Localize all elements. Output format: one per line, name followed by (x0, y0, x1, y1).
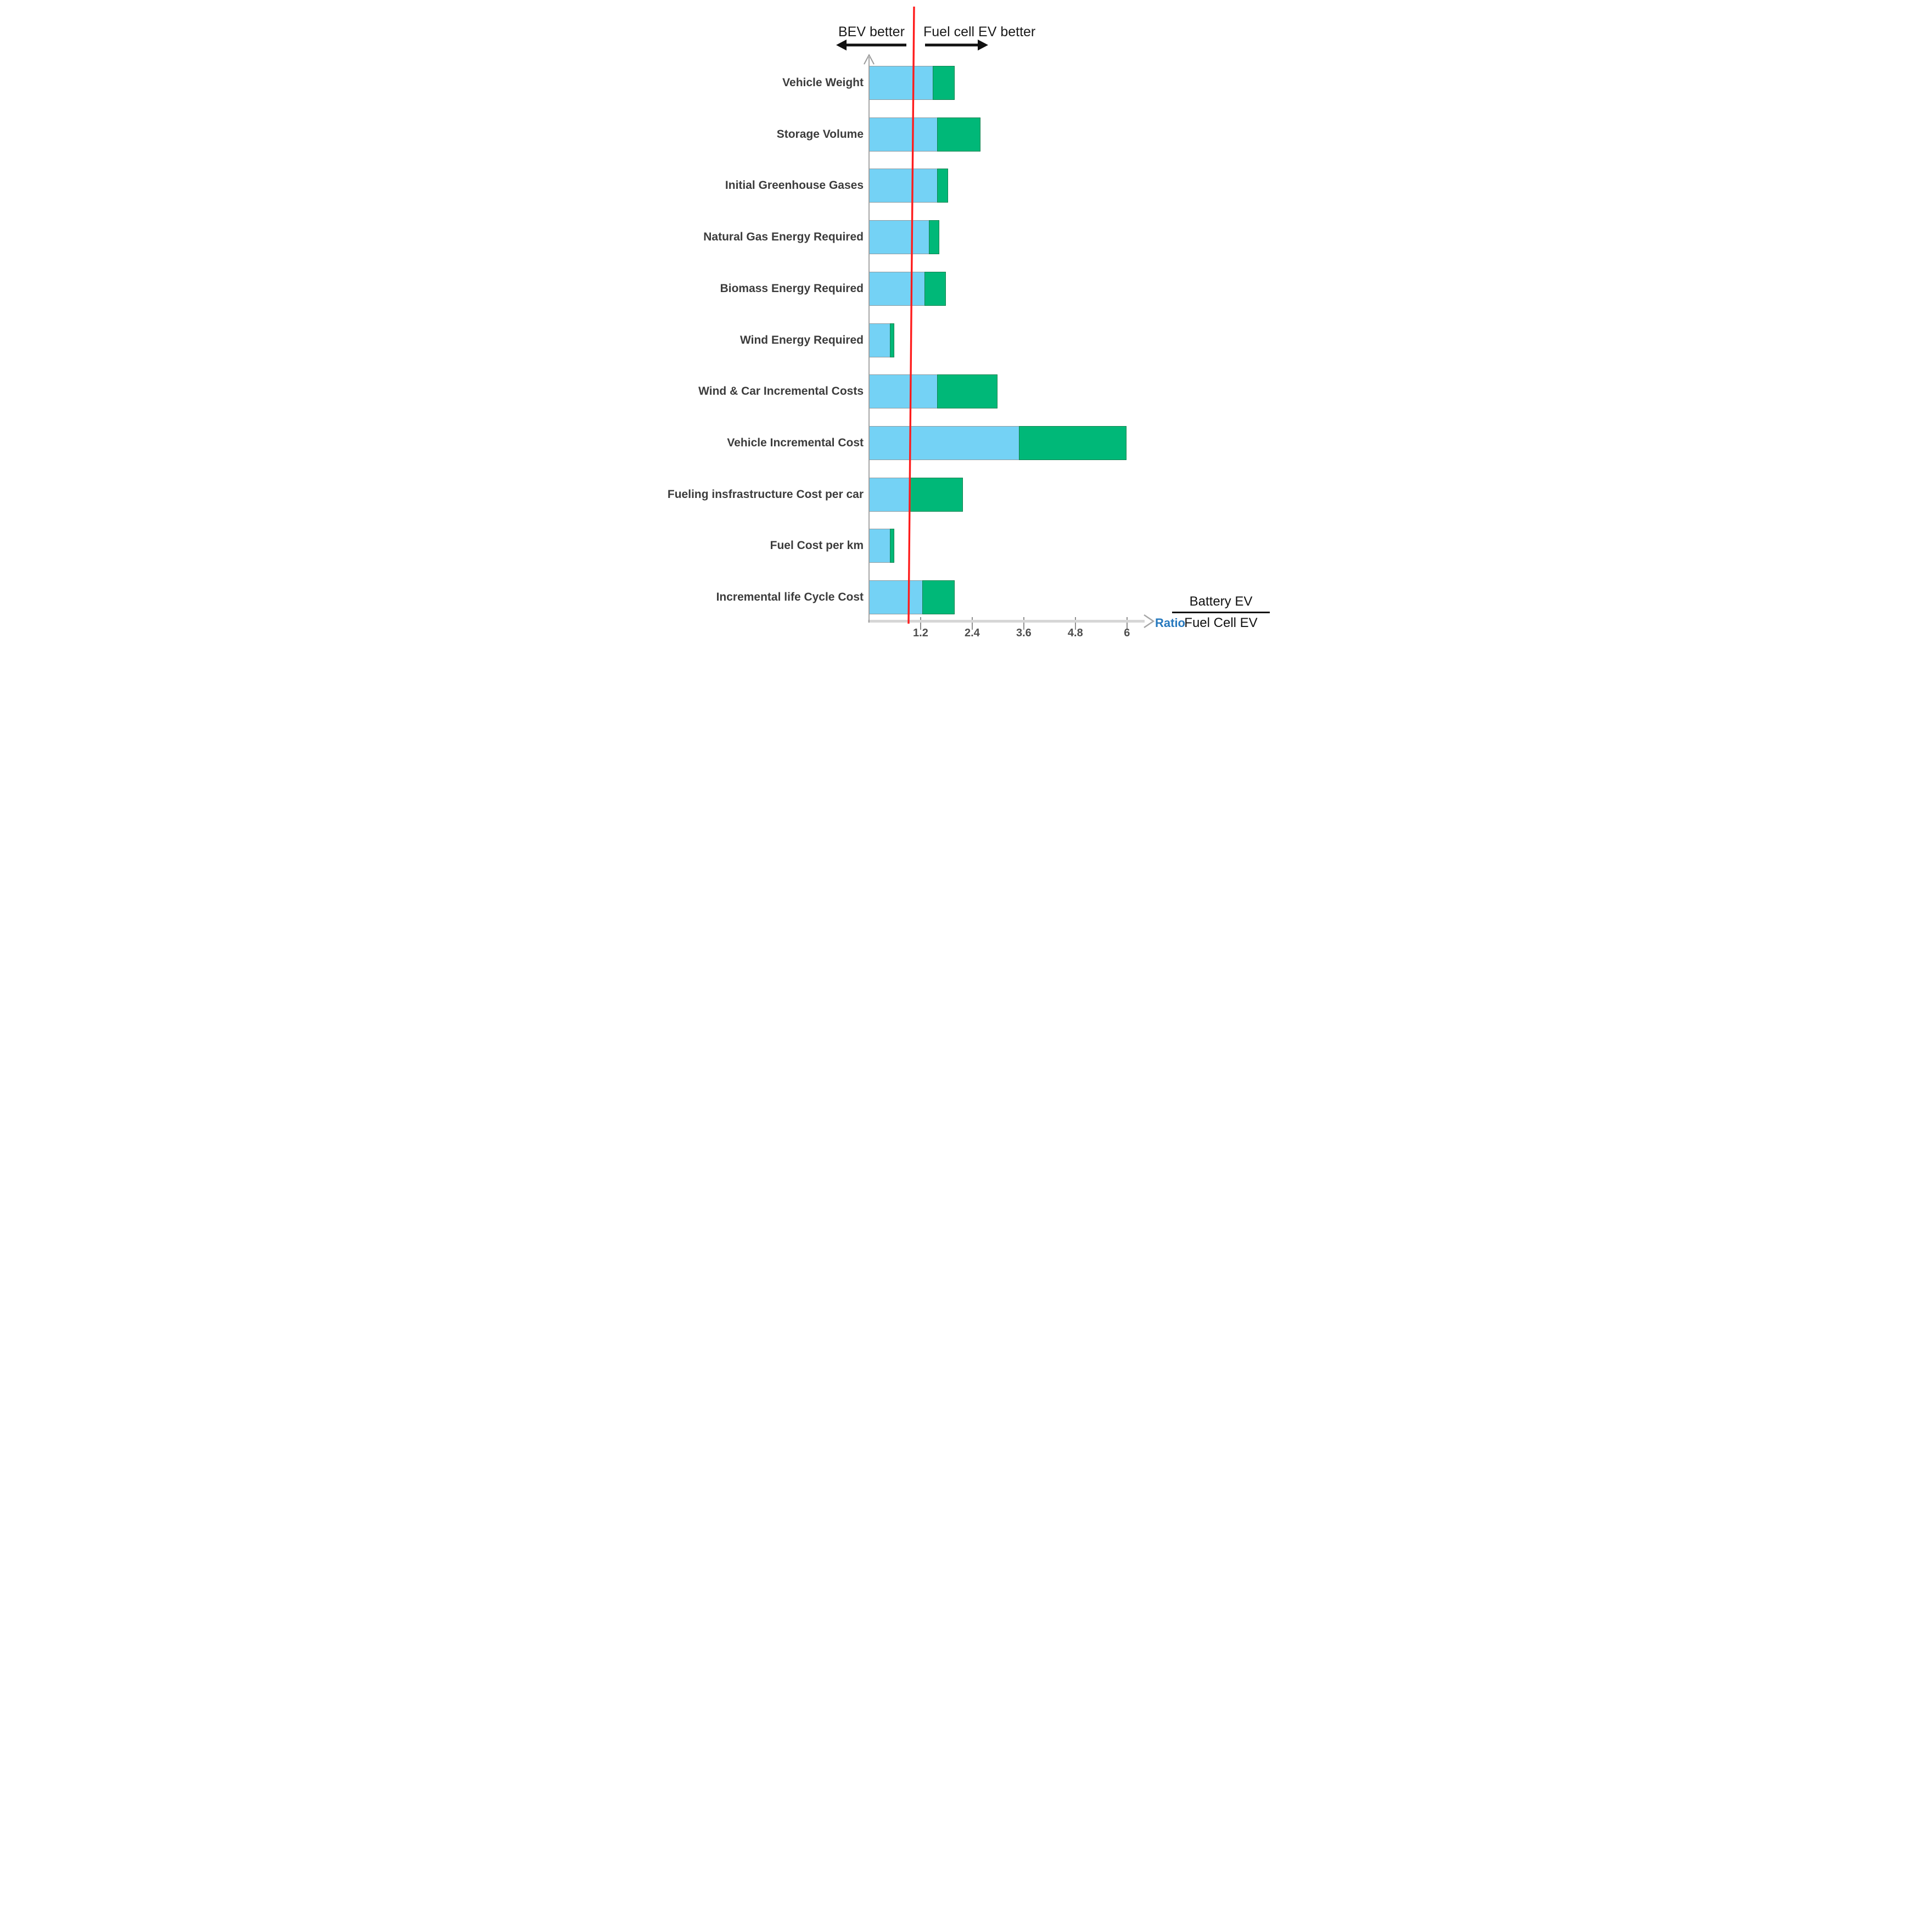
bev-better-label: BEV better (838, 24, 905, 40)
category-label-text: Fuel Cost per km (770, 539, 864, 552)
category-label: Biomass Energy Required (637, 272, 864, 306)
ratio-low-segment (869, 529, 891, 563)
ratio-range-bar (869, 580, 955, 614)
category-label: Vehicle Weight (637, 66, 864, 100)
ratio-range-bar (869, 169, 948, 203)
x-axis-tick-mark (1126, 617, 1128, 630)
y-axis-arrow-icon (864, 53, 875, 65)
ratio-low-segment (869, 117, 938, 152)
ratio-range-bar (869, 425, 1127, 460)
x-axis-tick-mark (920, 617, 921, 630)
category-label-text: Storage Volume (776, 127, 864, 141)
ratio-low-segment (869, 271, 925, 306)
category-label-text: Wind & Car Incremental Costs (698, 385, 864, 398)
ratio-low-segment (869, 169, 938, 203)
bev-vs-fcev-ratio-chart: BEV better Fuel cell EV better Vehicle W… (637, 0, 1274, 644)
ratio-high-segment (890, 323, 894, 357)
ratio-range-bar (869, 117, 980, 152)
legend-fraction-bar (1172, 612, 1270, 613)
x-axis-line (868, 620, 1145, 623)
ratio-low-segment (869, 66, 934, 100)
x-axis-tick-label: 2.4 (965, 627, 980, 639)
ratio-high-segment (909, 477, 963, 512)
x-axis-tick-mark (1074, 617, 1076, 630)
fcev-better-arrow-icon (978, 40, 988, 51)
category-label: Initial Greenhouse Gases (637, 169, 864, 203)
ratio-low-segment (869, 220, 929, 255)
x-axis-tick-label: 1.2 (913, 627, 928, 639)
category-label: Storage Volume (637, 117, 864, 152)
legend-denominator: Fuel Cell EV (1184, 615, 1258, 630)
ratio-high-segment (937, 169, 948, 203)
category-label-text: Wind Energy Required (739, 333, 864, 346)
ratio-range-bar (869, 477, 963, 512)
category-label: Wind & Car Incremental Costs (637, 374, 864, 408)
category-label-text: Vehicle Incremental Cost (727, 436, 864, 449)
category-label-text: Incremental life Cycle Cost (716, 591, 864, 603)
ratio-axis-label: Ratio (1155, 616, 1185, 630)
ratio-range-bar (869, 529, 894, 563)
ratio-range-bar (869, 323, 894, 357)
category-label: Incremental life Cycle Cost (637, 580, 864, 614)
ratio-high-segment (922, 580, 955, 614)
ratio-low-segment (869, 580, 923, 614)
legend-numerator: Battery EV (1189, 594, 1253, 609)
category-label: Vehicle Incremental Cost (637, 426, 864, 460)
x-axis-tick-mark (971, 617, 973, 630)
ratio-range-bar (869, 271, 946, 306)
x-axis-tick-mark (1023, 617, 1024, 630)
ratio-range-bar (869, 374, 997, 409)
ratio-high-segment (890, 529, 894, 563)
category-label-text: Fueling insfrastructure Cost per car (667, 488, 864, 501)
ratio-high-segment (1019, 425, 1127, 460)
category-label: Natural Gas Energy Required (637, 220, 864, 254)
ratio-high-segment (937, 374, 997, 409)
ratio-high-segment (933, 66, 955, 100)
ratio-low-segment (869, 323, 891, 357)
x-axis-arrow-icon (1144, 614, 1155, 629)
bev-better-arrow-icon (836, 40, 847, 51)
category-label-text: Natural Gas Energy Required (703, 231, 864, 244)
ratio-high-segment (937, 117, 980, 152)
ratio-range-bar (869, 220, 940, 255)
ratio-high-segment (928, 220, 940, 255)
ratio-low-segment (869, 477, 910, 512)
ratio-low-segment (869, 425, 1020, 460)
x-axis-tick-label: 3.6 (1016, 627, 1032, 639)
category-label-text: Biomass Energy Required (720, 282, 864, 295)
category-label: Wind Energy Required (637, 323, 864, 357)
ratio-low-segment (869, 374, 938, 409)
x-axis-tick-label: 6 (1124, 627, 1130, 639)
x-axis-tick-label: 4.8 (1067, 627, 1083, 639)
fuel-cell-ev-better-label: Fuel cell EV better (923, 24, 1036, 40)
category-label: Fueling insfrastructure Cost per car (637, 478, 864, 512)
category-label: Fuel Cost per km (637, 529, 864, 563)
ratio-high-segment (924, 271, 946, 306)
ratio-range-bar (869, 66, 955, 100)
category-label-text: Initial Greenhouse Gases (725, 179, 864, 192)
category-label-text: Vehicle Weight (782, 76, 864, 89)
